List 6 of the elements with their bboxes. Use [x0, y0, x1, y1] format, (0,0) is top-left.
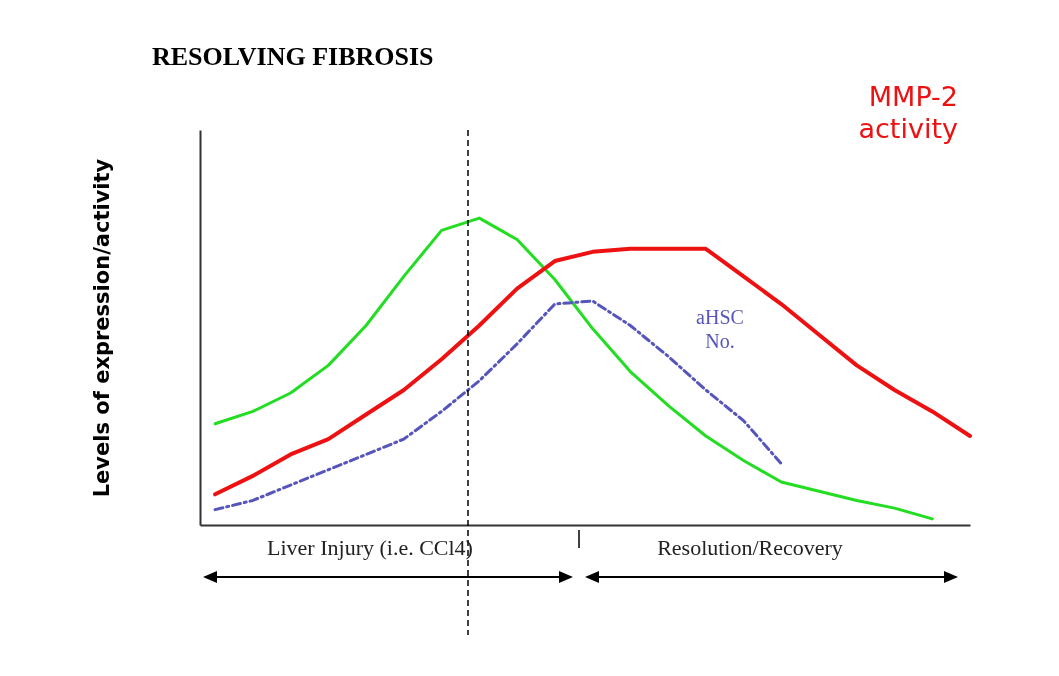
series-label: aHSC No. — [696, 306, 744, 352]
text: Liver Injury (i.e. CCl4) — [267, 535, 473, 561]
text: Resolution/Recovery — [657, 535, 843, 561]
text: MMP-2 activity — [858, 81, 959, 145]
chart-title: RESOLVING FIBROSIS — [152, 42, 434, 71]
y-axis-title: Levels of expression/activity — [89, 158, 114, 498]
